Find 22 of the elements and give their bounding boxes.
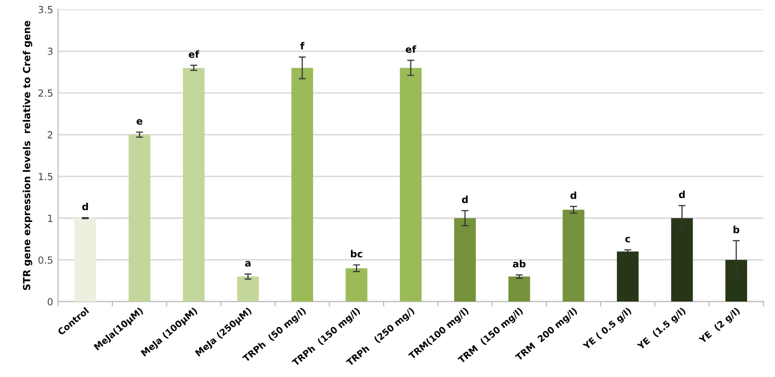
annotation: bc — [350, 250, 362, 258]
annotation: ef — [188, 50, 200, 58]
annotation: d — [82, 202, 88, 210]
annotation: d — [678, 190, 685, 198]
y-tick-label: 2.5 — [38, 89, 52, 97]
annotation: c — [625, 236, 630, 242]
annotation: e — [136, 119, 142, 125]
y-tick-label: 1.5 — [38, 172, 52, 180]
y-tick-label: 2 — [48, 131, 52, 138]
y-tick-label: 0.5 — [38, 256, 52, 264]
annotation: f — [300, 42, 304, 50]
annotation: ab — [512, 260, 526, 268]
y-tick-label: 3 — [48, 48, 52, 55]
annotation: ef — [406, 45, 416, 53]
annotation: b — [734, 226, 740, 234]
annotation: d — [570, 191, 576, 199]
y-axis-title: STR gene expression levels relative to Cref gene — [22, 20, 32, 290]
annotation: d — [462, 196, 468, 204]
y-tick-label: 0 — [48, 298, 53, 306]
y-tick-label: 1 — [48, 214, 52, 222]
annotation: a — [245, 261, 251, 267]
y-tick-label: 3.5 — [38, 6, 52, 14]
